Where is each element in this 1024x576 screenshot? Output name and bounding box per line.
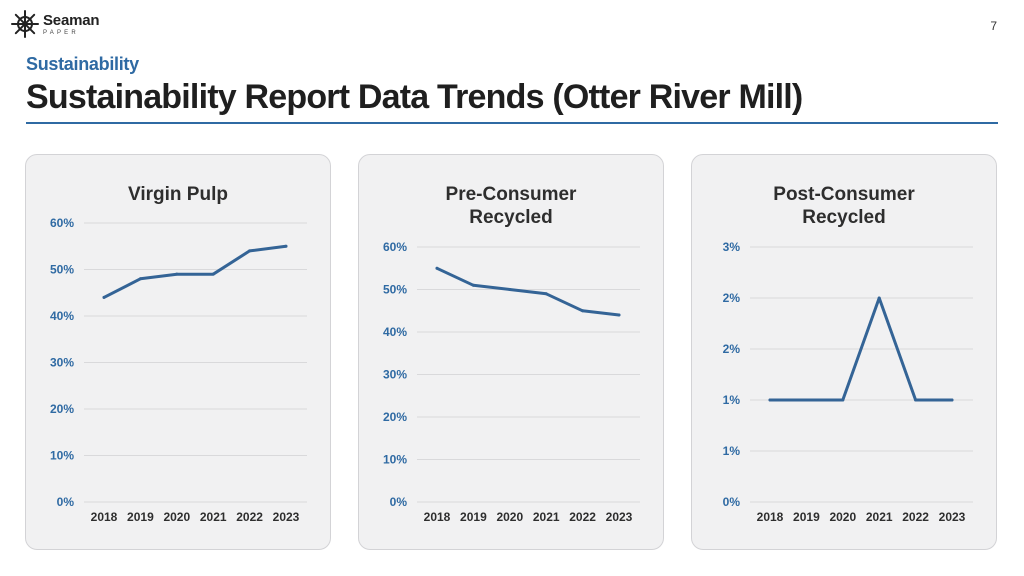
chart-title-line: Post-Consumer bbox=[773, 184, 915, 205]
data-point bbox=[581, 309, 585, 313]
post-consumer-chart: 0% 1% 1% 2% 2% 3% 2018 2019 2020 2021 2022 2023 bbox=[723, 240, 973, 524]
page-number: 7 bbox=[990, 19, 997, 33]
y-tick-label: 1% bbox=[723, 444, 741, 458]
x-tick-label: 2019 bbox=[793, 510, 820, 524]
data-point bbox=[950, 398, 954, 402]
data-point bbox=[877, 296, 881, 300]
y-tick-label: 40% bbox=[383, 325, 407, 339]
x-tick-label: 2022 bbox=[236, 510, 263, 524]
chart-panel-pre-consumer: Pre-Consumer Recycled 0% 10% 20% 30% 40% 50% 6… bbox=[358, 154, 664, 550]
chart-panel-post-consumer: Post-Consumer Recycled 0% 1% 1% 2% 2% 3% 2018 2… bbox=[691, 154, 997, 550]
y-tick-label: 40% bbox=[50, 309, 74, 323]
y-tick-label: 60% bbox=[50, 216, 74, 230]
x-tick-label: 2018 bbox=[757, 510, 784, 524]
data-point bbox=[471, 283, 475, 287]
chart-title-line: Recycled bbox=[469, 207, 553, 228]
x-tick-label: 2021 bbox=[533, 510, 560, 524]
x-tick-label: 2021 bbox=[200, 510, 227, 524]
x-tick-label: 2021 bbox=[866, 510, 893, 524]
series-line bbox=[102, 244, 288, 299]
x-tick-label: 2020 bbox=[496, 510, 523, 524]
data-point bbox=[284, 244, 288, 248]
y-tick-label: 20% bbox=[383, 410, 407, 424]
y-tick-label: 10% bbox=[383, 453, 407, 467]
data-point bbox=[544, 292, 548, 296]
x-tick-label: 2022 bbox=[569, 510, 596, 524]
chart-panel-virgin-pulp: Virgin Pulp 0% 10% 20% 30% 40% 50% 60% 2018 2019… bbox=[25, 154, 331, 550]
x-tick-label: 2020 bbox=[829, 510, 856, 524]
virgin-pulp-chart: 0% 10% 20% 30% 40% 50% 60% 2018 2019 2020 2021 2022… bbox=[50, 216, 307, 524]
chart-title-line: Virgin Pulp bbox=[128, 184, 228, 205]
y-tick-label: 10% bbox=[50, 449, 74, 463]
chart-title: Pre-Consumer Recycled bbox=[359, 183, 663, 229]
logo-name: Seaman bbox=[43, 11, 100, 29]
y-tick-label: 30% bbox=[50, 356, 74, 370]
page-title: Sustainability Report Data Trends (Otter… bbox=[26, 78, 803, 116]
logo-subtitle: PAPER bbox=[43, 29, 79, 36]
x-tick-label: 2019 bbox=[127, 510, 154, 524]
data-point bbox=[768, 398, 772, 402]
series-line bbox=[768, 296, 954, 402]
y-tick-label: 0% bbox=[390, 495, 408, 509]
series-line bbox=[435, 266, 621, 317]
data-point bbox=[138, 277, 142, 281]
data-point bbox=[435, 266, 439, 270]
data-point bbox=[617, 313, 621, 317]
data-point bbox=[175, 272, 179, 276]
section-kicker: Sustainability bbox=[26, 54, 139, 74]
y-tick-label: 2% bbox=[723, 342, 741, 356]
logo: Seaman PAPER bbox=[11, 10, 100, 38]
x-tick-label: 2023 bbox=[606, 510, 633, 524]
y-tick-label: 1% bbox=[723, 393, 741, 407]
chart-title: Virgin Pulp bbox=[26, 183, 330, 206]
chart-title-line: Pre-Consumer bbox=[445, 184, 577, 205]
y-tick-label: 20% bbox=[50, 402, 74, 416]
data-point bbox=[248, 249, 252, 253]
title-divider bbox=[26, 122, 998, 124]
y-tick-label: 50% bbox=[50, 263, 74, 277]
data-point bbox=[508, 288, 512, 291]
y-tick-label: 30% bbox=[383, 368, 407, 382]
y-tick-label: 0% bbox=[57, 495, 75, 509]
data-point bbox=[211, 272, 215, 276]
data-point bbox=[102, 295, 106, 299]
x-tick-label: 2023 bbox=[273, 510, 300, 524]
y-tick-label: 0% bbox=[723, 495, 741, 509]
data-point bbox=[914, 398, 918, 402]
x-tick-label: 2022 bbox=[902, 510, 929, 524]
x-tick-label: 2020 bbox=[163, 510, 190, 524]
x-tick-label: 2023 bbox=[939, 510, 966, 524]
pre-consumer-chart: 0% 10% 20% 30% 40% 50% 60% 2018 2019 2020 2021 2022… bbox=[383, 240, 640, 524]
data-point bbox=[841, 398, 845, 402]
data-point bbox=[804, 398, 808, 402]
chart-title-line: Recycled bbox=[802, 207, 886, 228]
ship-wheel-icon bbox=[11, 10, 39, 38]
y-tick-label: 2% bbox=[723, 291, 741, 305]
x-tick-label: 2018 bbox=[424, 510, 451, 524]
chart-title: Post-Consumer Recycled bbox=[692, 183, 996, 229]
x-tick-label: 2018 bbox=[91, 510, 118, 524]
y-tick-label: 3% bbox=[723, 240, 741, 254]
x-tick-label: 2019 bbox=[460, 510, 487, 524]
y-tick-label: 50% bbox=[383, 283, 407, 297]
y-tick-label: 60% bbox=[383, 240, 407, 254]
